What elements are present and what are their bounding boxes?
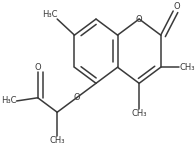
Text: H₃C: H₃C: [42, 10, 57, 19]
Text: O: O: [136, 15, 142, 24]
Text: O: O: [34, 63, 41, 72]
Text: CH₃: CH₃: [131, 109, 147, 118]
Text: CH₃: CH₃: [179, 63, 195, 72]
Text: O: O: [173, 2, 180, 11]
Text: H₃C: H₃C: [1, 96, 17, 106]
Text: CH₃: CH₃: [49, 136, 65, 145]
Text: O: O: [73, 93, 80, 102]
